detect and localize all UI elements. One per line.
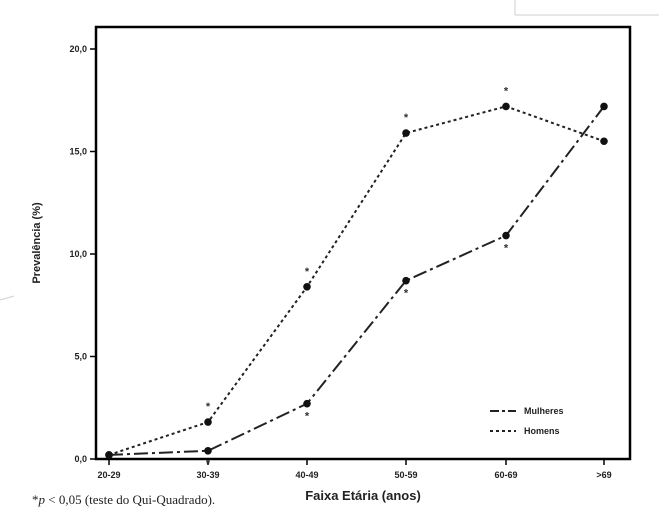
footnote-p: p (38, 492, 46, 507)
y-tick-label: 20,0 (69, 44, 87, 54)
y-tick-label: 0,0 (74, 454, 87, 464)
data-point (105, 451, 113, 459)
footnote-star: * (32, 492, 39, 507)
curve-rule (0, 295, 15, 301)
x-axis-label: Faixa Etária (anos) (305, 488, 421, 503)
data-point (502, 102, 510, 111)
x-tick-label: 40-49 (295, 470, 318, 480)
x-tick-label: 50-59 (394, 470, 417, 480)
data-point (600, 137, 608, 146)
y-tick-label: 10,0 (69, 249, 87, 259)
x-tick-label: 20-29 (97, 470, 120, 480)
data-point (600, 102, 608, 111)
y-tick-label: 15,0 (69, 147, 87, 157)
x-tick-label: >69 (596, 470, 611, 480)
x-tick-label: 30-39 (196, 470, 219, 480)
data-point (204, 418, 212, 426)
data-point (303, 399, 311, 408)
significance-marker: * (305, 411, 310, 423)
data-point (303, 283, 311, 291)
y-axis-label: Prevalência (%) (31, 202, 43, 284)
legend-label: Mulheres (524, 406, 564, 416)
significance-marker: * (206, 401, 211, 413)
data-point (402, 276, 410, 285)
legend-label: Homens (524, 426, 560, 436)
data-point (502, 231, 510, 240)
data-point (204, 447, 212, 455)
significance-marker: * (305, 266, 310, 278)
series-line-mulheres (108, 105, 605, 456)
footnote-text: < 0,05 (teste do Qui-Quadrado). (45, 492, 216, 507)
plot-frame (94, 25, 632, 461)
y-tick-label: 5,0 (74, 352, 87, 362)
data-point (402, 129, 410, 137)
significance-marker: * (206, 458, 211, 470)
footnote: *p < 0,05 (teste do Qui-Quadrado). (32, 492, 215, 508)
significance-marker: * (504, 243, 509, 255)
line-chart: 0,0 5,0 10,0 15,0 20,0 20-29 30-39 40-49 50-59 60… (31, 25, 632, 503)
significance-marker: * (404, 112, 409, 124)
significance-marker: * (504, 85, 509, 97)
significance-marker: * (404, 288, 409, 300)
x-tick-label: 60-69 (494, 470, 517, 480)
series-line-homens (108, 105, 605, 456)
